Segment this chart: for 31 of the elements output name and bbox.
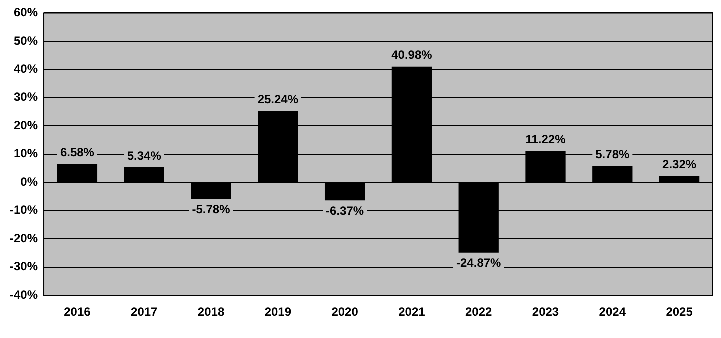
data-label: -24.87% [456,256,502,270]
data-label: 6.58% [60,145,95,160]
data-label: 5.34% [127,148,162,163]
x-tick-label: 2025 [666,305,694,320]
y-tick-label: -10% [10,203,38,218]
y-tick-label: 40% [14,62,38,76]
y-tick-label: 30% [14,90,38,104]
x-tick-label: 2020 [332,305,359,320]
y-tick-label: 50% [14,34,38,48]
x-tick-label: 2021 [398,305,426,320]
y-tick-label: -20% [10,231,38,246]
y-tick-label: 60% [14,6,38,20]
y-tick-label: 0% [20,174,38,189]
x-tick-label: 2023 [532,305,560,320]
x-tick-label: 2019 [264,305,292,320]
x-tick-label: 2018 [198,305,225,320]
x-tick-label: 2017 [131,305,158,320]
x-tick-label: 2022 [466,305,493,320]
y-tick-label: 20% [14,118,38,132]
x-tick-label: 2016 [64,305,92,320]
data-label: 40.98% [392,48,433,62]
y-tick-label: -40% [10,288,38,302]
data-label: 2.32% [662,157,697,172]
data-label: -6.37% [326,204,364,218]
data-label: 11.22% [526,132,566,146]
data-label: -5.78% [192,202,231,216]
data-label: 5.78% [596,148,630,162]
x-tick-label: 2024 [599,305,626,320]
y-tick-label: -30% [10,260,38,274]
data-label: 25.24% [258,92,299,107]
y-tick-label: 10% [14,146,38,161]
